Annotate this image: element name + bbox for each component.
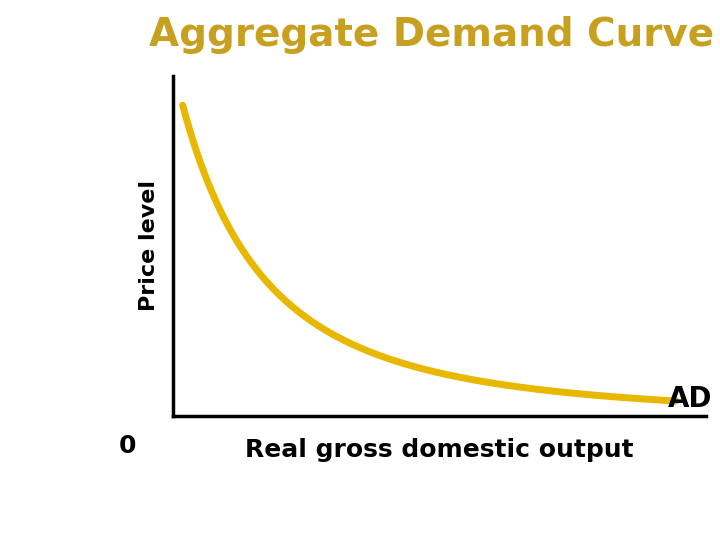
Y-axis label: Price level: Price level [139,180,159,311]
Text: 7: 7 [680,495,696,515]
Text: Aggregate Demand Curve: Aggregate Demand Curve [150,16,714,54]
Text: AD: AD [668,385,713,413]
Text: Copyright © 2004 McGraw-Hill Australia Pty Ltd
PPTs t/a Macroeconomics 7/e by Ja: Copyright © 2004 McGraw-Hill Australia P… [142,484,515,525]
Text: 0: 0 [119,434,136,458]
Text: Real gross domestic output: Real gross domestic output [245,438,634,462]
